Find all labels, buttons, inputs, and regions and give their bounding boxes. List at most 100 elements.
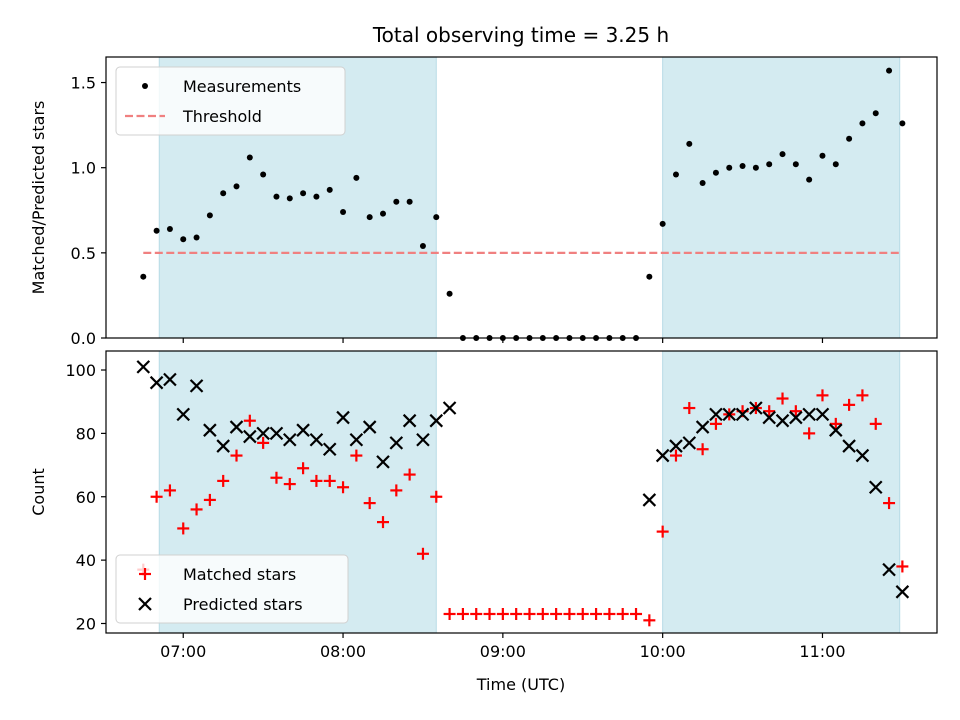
legend-marker-0 xyxy=(139,568,151,580)
data-point-43 xyxy=(895,585,910,599)
data-point-7 xyxy=(230,449,243,462)
data-point-35 xyxy=(603,607,616,620)
series-measurements xyxy=(140,67,906,341)
y-axis-label: Matched/Predicted stars xyxy=(29,101,48,295)
data-point-41-b xyxy=(868,480,883,495)
data-point-3 xyxy=(180,236,187,243)
data-point-19 xyxy=(389,436,404,450)
data-point-23 xyxy=(446,290,453,297)
data-point-32 xyxy=(563,607,576,620)
data-point-3-b xyxy=(176,407,191,422)
data-point-56 xyxy=(886,67,893,74)
data-point-33 xyxy=(762,410,776,425)
data-point-13 xyxy=(309,432,324,447)
data-point-19 xyxy=(393,198,400,205)
data-point-16-b xyxy=(349,432,364,447)
legend-marker-0 xyxy=(142,83,148,89)
shaded-interval-1 xyxy=(662,350,901,634)
legend-label-0: Measurements xyxy=(183,77,301,96)
data-point-24 xyxy=(456,607,469,620)
data-point-6 xyxy=(216,439,230,453)
y-tick-label-1: 40 xyxy=(76,551,96,570)
data-point-20 xyxy=(402,413,417,428)
data-point-55 xyxy=(869,417,882,430)
data-point-52 xyxy=(829,417,842,430)
data-point-54 xyxy=(856,389,869,402)
data-point-57 xyxy=(896,560,909,573)
x-tick-label-2: 09:00 xyxy=(480,642,526,661)
data-point-42 xyxy=(699,180,706,187)
data-point-35-b xyxy=(789,410,803,425)
data-point-55 xyxy=(872,110,879,117)
data-point-2 xyxy=(163,484,176,497)
data-point-10 xyxy=(270,471,283,484)
data-point-7 xyxy=(233,183,240,190)
chart-title: Total observing time = 3.25 h xyxy=(372,23,669,47)
data-point-2 xyxy=(163,372,177,387)
y-tick-label-3: 1.5 xyxy=(71,74,96,93)
data-point-20 xyxy=(403,468,416,481)
data-point-33-b xyxy=(762,410,776,425)
data-point-25-b xyxy=(655,448,670,463)
legend-label-1: Threshold xyxy=(182,107,262,126)
data-point-15 xyxy=(340,208,347,215)
data-point-51 xyxy=(819,152,826,159)
data-point-10 xyxy=(269,426,284,441)
y-tick-label-3: 80 xyxy=(76,424,96,443)
data-point-20 xyxy=(406,198,413,205)
data-point-6-b xyxy=(216,439,230,453)
data-point-41 xyxy=(868,480,883,495)
data-point-28 xyxy=(695,420,710,434)
data-point-0 xyxy=(136,360,151,374)
data-point-42-b xyxy=(882,562,896,577)
y-axis-label: Count xyxy=(29,468,48,516)
data-point-6 xyxy=(220,190,227,197)
data-point-38 xyxy=(643,614,656,627)
data-point-29 xyxy=(523,607,536,620)
data-point-28-b xyxy=(695,420,710,434)
data-point-47 xyxy=(763,405,776,418)
data-point-36-b xyxy=(802,407,816,422)
data-point-32 xyxy=(749,401,763,415)
data-point-8 xyxy=(243,414,256,427)
data-point-17 xyxy=(366,214,373,221)
data-point-46 xyxy=(752,164,759,171)
data-point-5 xyxy=(206,212,213,219)
data-point-14 xyxy=(322,442,337,457)
data-point-22-b xyxy=(429,413,444,428)
data-point-36 xyxy=(616,607,629,620)
data-point-7-b xyxy=(229,420,244,434)
data-point-0-b xyxy=(136,360,151,374)
data-point-40 xyxy=(855,448,870,463)
data-point-30 xyxy=(722,407,737,422)
data-point-49 xyxy=(789,405,802,418)
data-point-54 xyxy=(859,120,866,127)
y-tick-label-0: 0.0 xyxy=(71,329,96,348)
data-point-11 xyxy=(283,432,297,447)
data-point-25 xyxy=(655,448,670,463)
data-point-12-b xyxy=(296,423,310,437)
data-point-1 xyxy=(150,490,163,503)
data-point-23 xyxy=(443,607,456,620)
data-point-1-b xyxy=(149,375,164,390)
data-point-42 xyxy=(696,443,709,456)
data-point-39 xyxy=(656,525,669,538)
data-point-8-b xyxy=(243,429,257,444)
data-point-0 xyxy=(140,273,147,280)
legend: Measurements Threshold xyxy=(115,66,346,136)
data-point-5 xyxy=(203,493,216,506)
data-point-22 xyxy=(429,413,444,428)
data-point-38 xyxy=(646,273,653,280)
data-point-50 xyxy=(803,427,816,440)
data-point-42 xyxy=(882,562,896,577)
data-point-47 xyxy=(766,161,773,168)
data-point-19 xyxy=(390,484,403,497)
data-point-15-b xyxy=(336,410,350,425)
data-point-18 xyxy=(380,210,386,217)
data-point-9 xyxy=(256,426,270,441)
axes-frame xyxy=(105,350,938,634)
y-tick-label-2: 1.0 xyxy=(71,159,96,178)
data-point-44 xyxy=(726,164,733,171)
data-point-12 xyxy=(297,462,310,475)
data-point-38 xyxy=(829,423,843,437)
